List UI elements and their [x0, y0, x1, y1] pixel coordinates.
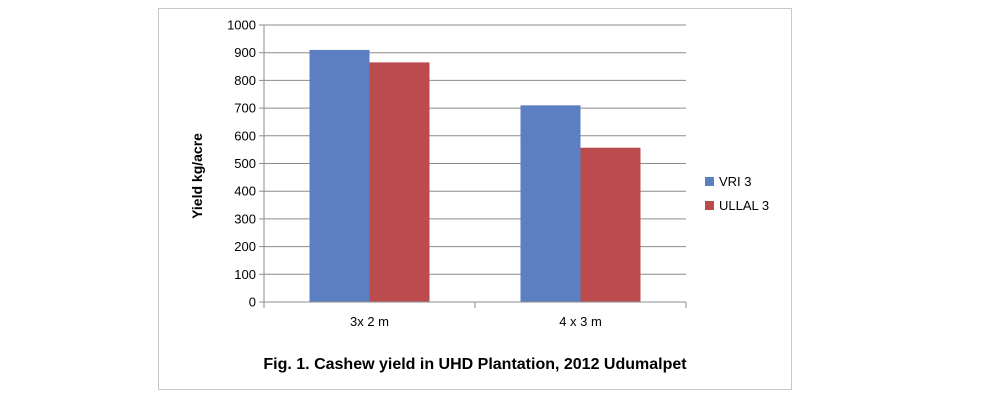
y-tick-label: 400 — [234, 184, 256, 199]
y-tick-label: 0 — [249, 295, 256, 310]
x-tick-label: 3x 2 m — [350, 314, 389, 329]
y-tick-label: 700 — [234, 101, 256, 116]
y-tick-label: 500 — [234, 156, 256, 171]
y-tick-label: 200 — [234, 239, 256, 254]
bar-ullal-3-1 — [580, 147, 641, 302]
y-tick-label: 900 — [234, 45, 256, 60]
chart-title: Fig. 1. Cashew yield in UHD Plantation, … — [263, 356, 687, 373]
y-tick-label: 600 — [234, 128, 256, 143]
bar-vri-3-0 — [309, 49, 370, 303]
chart-frame — [158, 8, 792, 390]
y-tick-label: 300 — [234, 211, 256, 226]
bars — [309, 49, 641, 303]
y-tick-label: 1000 — [227, 18, 256, 33]
y-tick-label: 100 — [234, 267, 256, 282]
bar-ullal-3-0 — [369, 62, 430, 302]
legend: VRI 3 ULLAL 3 — [705, 174, 769, 213]
legend-swatch — [705, 201, 714, 210]
y-axis-label: Yield kg/acre — [189, 133, 205, 219]
y-tick-label: 800 — [234, 73, 256, 88]
bar-vri-3-1 — [520, 105, 581, 302]
x-tick-label: 4 x 3 m — [559, 314, 602, 329]
axes: 0 100 200 300 400 500 600 700 800 900 1000 3x 2 m 4 … — [227, 18, 687, 329]
legend-label: ULLAL 3 — [719, 198, 769, 213]
legend-label: VRI 3 — [719, 174, 752, 189]
legend-swatch — [705, 177, 714, 186]
